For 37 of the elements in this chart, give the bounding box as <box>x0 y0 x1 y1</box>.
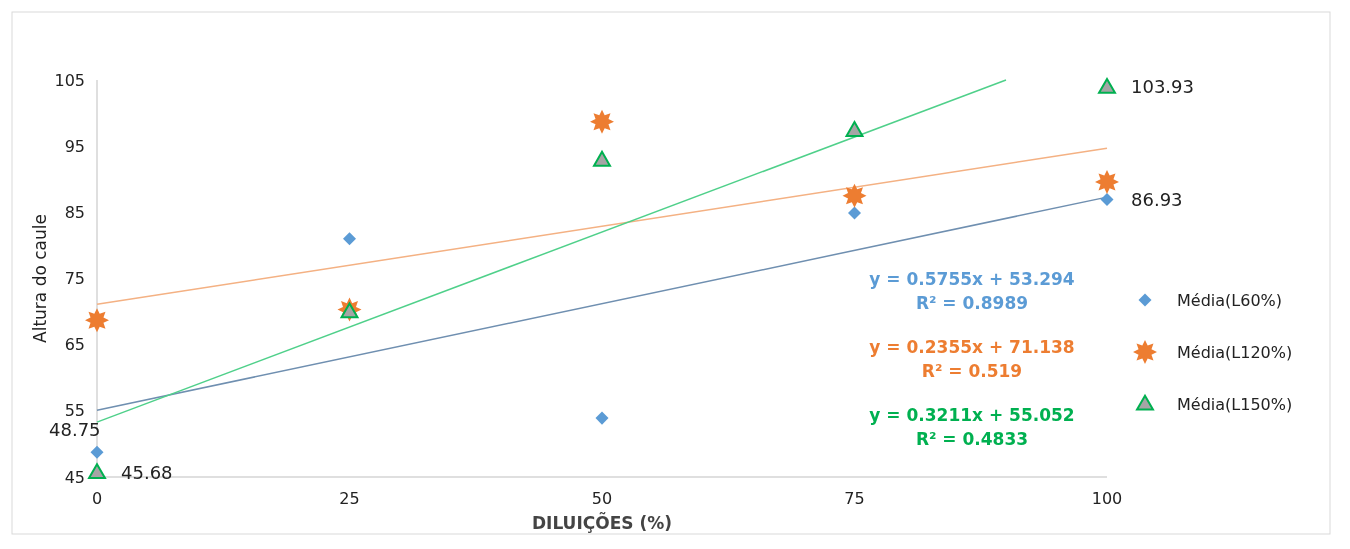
data-label: 48.75 <box>49 419 101 441</box>
data-label: 45.68 <box>121 461 173 483</box>
legend-label: Média(L120%) <box>1177 342 1293 362</box>
y-tick-label: 45 <box>64 467 85 487</box>
point <box>342 232 357 246</box>
point <box>1098 77 1116 94</box>
point <box>90 445 104 459</box>
point <box>842 183 867 208</box>
point <box>85 308 109 333</box>
annotation: y = 0.2355x + 71.138 R² = 0.519 <box>869 337 1075 381</box>
x-tick-label: 75 <box>844 489 865 508</box>
y-axis-title: Altura do caule <box>30 214 50 343</box>
point <box>593 150 611 167</box>
data-label: 86.93 <box>1131 188 1183 210</box>
y-tick-label: 85 <box>64 202 85 222</box>
y-tick-label: 95 <box>64 136 85 156</box>
point <box>847 206 862 220</box>
y-tick-label: 55 <box>64 401 85 421</box>
point <box>1095 169 1119 194</box>
y-tick-label: 105 <box>54 70 85 90</box>
point <box>595 411 609 425</box>
point <box>88 463 106 480</box>
y-tick-label: 65 <box>64 335 85 355</box>
point <box>845 121 864 137</box>
legend-label: Média(L150%) <box>1177 394 1293 414</box>
x-tick-label: 100 <box>1091 489 1123 508</box>
x-tick-label: 50 <box>591 489 613 508</box>
point <box>1100 193 1114 207</box>
x-tick-label: 0 <box>91 489 103 508</box>
x-tick-label: 25 <box>339 489 360 508</box>
legend-label: Média(L60%) <box>1177 290 1283 310</box>
data-label: 103.93 <box>1131 76 1194 98</box>
x-axis-title: DILUIÇÕES (%) <box>531 511 673 533</box>
annotation: y = 0.3211x + 55.052 R² = 0.4833 <box>869 405 1075 449</box>
annotation: y = 0.5755x + 53.294 R² = 0.8989 <box>869 269 1075 313</box>
y-tick-label: 75 <box>64 269 85 289</box>
point <box>590 109 614 134</box>
